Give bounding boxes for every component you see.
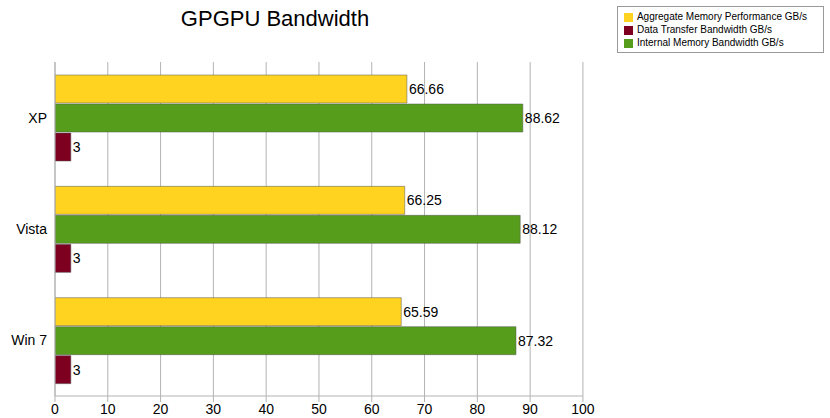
svg-text:XP: XP xyxy=(28,110,47,126)
svg-text:Win 7: Win 7 xyxy=(11,332,47,348)
svg-text:60: 60 xyxy=(364,401,380,417)
svg-text:0: 0 xyxy=(51,401,59,417)
svg-text:87.32: 87.32 xyxy=(518,333,553,349)
svg-text:50: 50 xyxy=(311,401,327,417)
svg-text:3: 3 xyxy=(73,362,81,378)
svg-text:70: 70 xyxy=(417,401,433,417)
svg-text:100: 100 xyxy=(571,401,595,417)
svg-text:88.12: 88.12 xyxy=(522,221,557,237)
svg-text:40: 40 xyxy=(258,401,274,417)
svg-text:80: 80 xyxy=(470,401,486,417)
svg-text:Vista: Vista xyxy=(16,221,47,237)
svg-text:90: 90 xyxy=(522,401,538,417)
svg-text:88.62: 88.62 xyxy=(525,110,560,126)
html-text:Aggregate Memory Performance G: Aggregate Memory Performance GB/s xyxy=(636,11,807,22)
svg-text:3: 3 xyxy=(73,250,81,266)
svg-text:20: 20 xyxy=(153,401,169,417)
html-text:Internal Memory Bandwidth GB/s: Internal Memory Bandwidth GB/s xyxy=(636,37,784,48)
svg-text:66.66: 66.66 xyxy=(409,81,444,97)
svg-text:10: 10 xyxy=(100,401,116,417)
html-text:GPGPU Bandwidth: GPGPU Bandwidth xyxy=(180,6,370,31)
svg-text:3: 3 xyxy=(73,139,81,155)
svg-text:30: 30 xyxy=(206,401,222,417)
html-text:Data Transfer Bandwidth GB/s: Data Transfer Bandwidth GB/s xyxy=(636,24,772,35)
svg-text:65.59: 65.59 xyxy=(403,304,438,320)
svg-text:66.25: 66.25 xyxy=(407,192,442,208)
